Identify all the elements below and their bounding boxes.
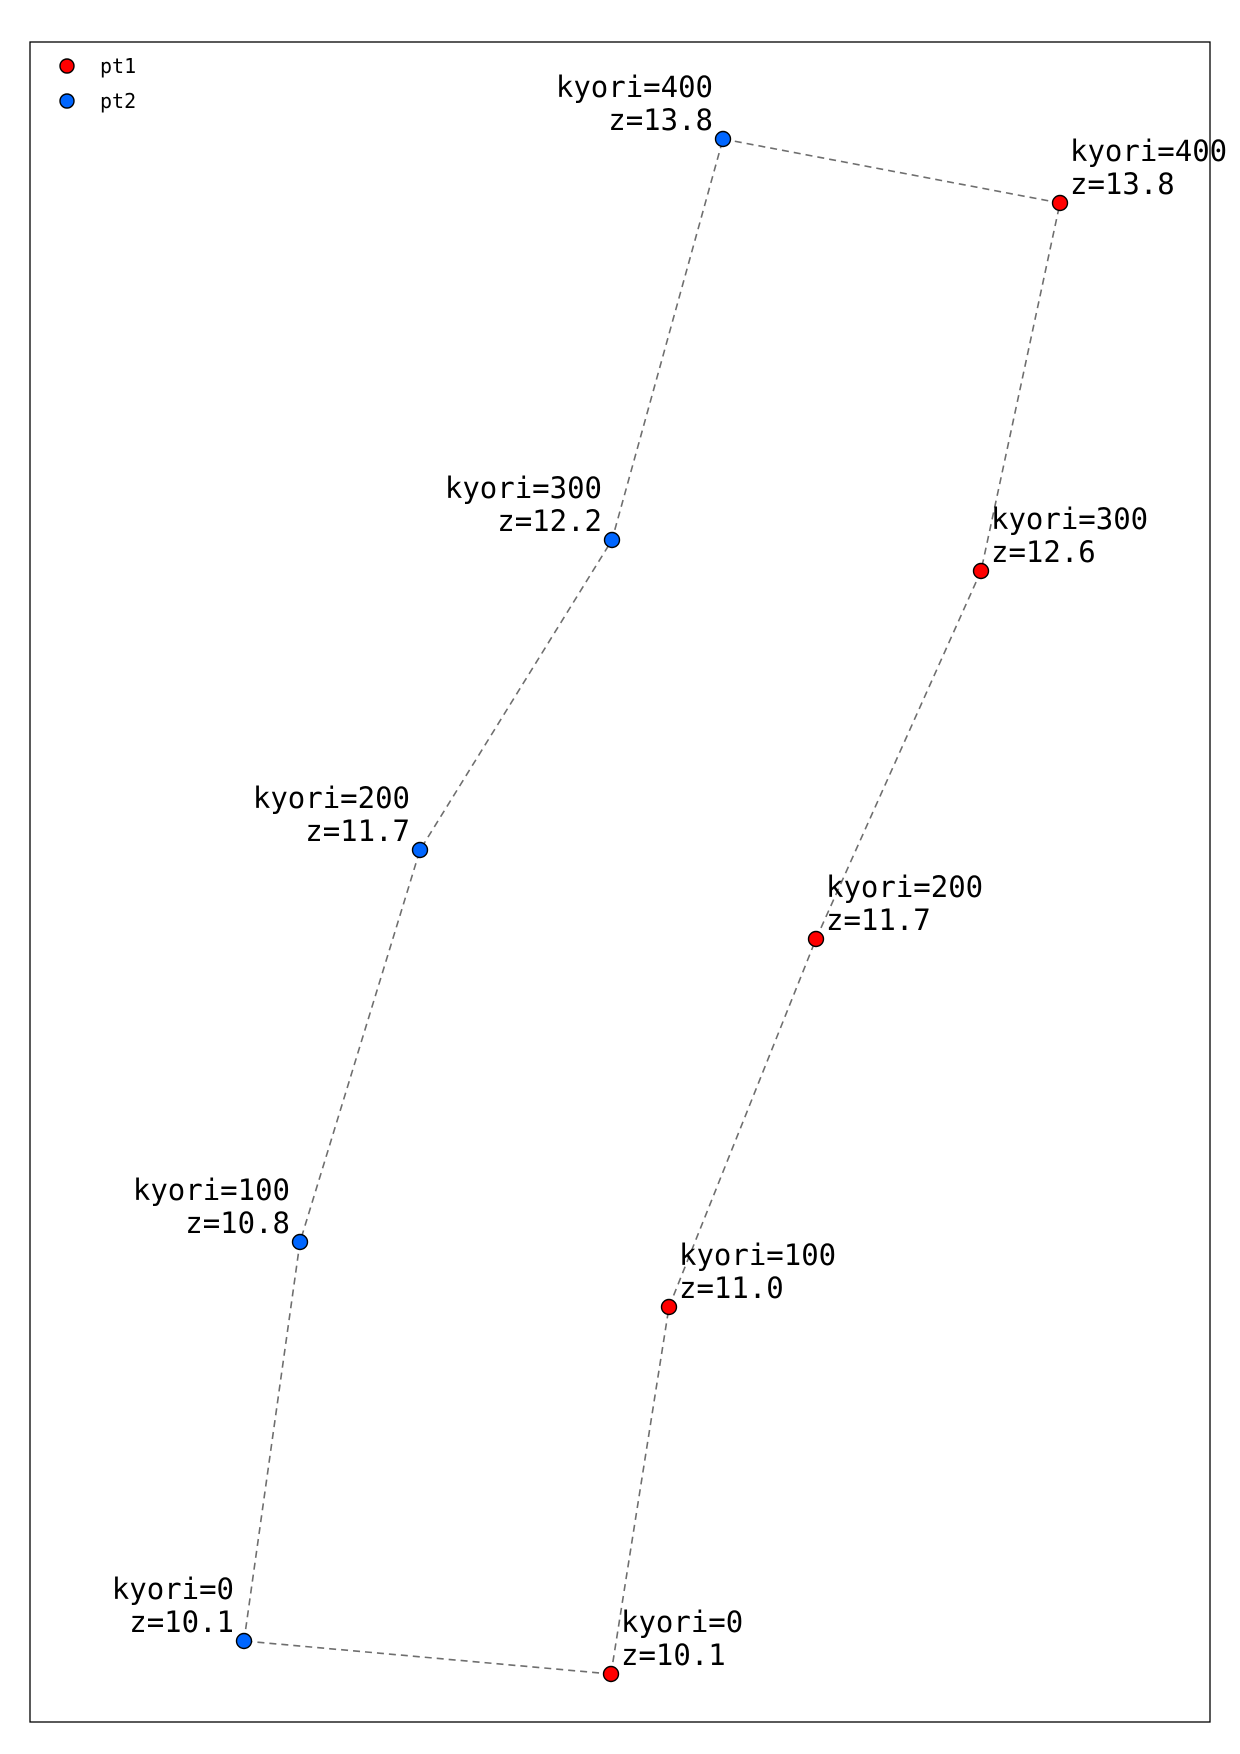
pt2-kyori-label-2: kyori=200 bbox=[253, 781, 410, 815]
pt1-kyori-label-2: kyori=200 bbox=[826, 870, 983, 904]
pt2-point-4 bbox=[714, 130, 732, 148]
plot-frame bbox=[29, 41, 1211, 1723]
pt2-point-1 bbox=[291, 1233, 309, 1251]
pt1-kyori-label-4: kyori=400 bbox=[1070, 134, 1227, 168]
pt2-z-label-3: z=12.2 bbox=[497, 504, 602, 538]
pt2-z-label-1: z=10.8 bbox=[185, 1206, 290, 1240]
pt1-z-label-0: z=10.1 bbox=[621, 1638, 726, 1672]
pt1-kyori-label-3: kyori=300 bbox=[991, 502, 1148, 536]
point-labels: kyori=0z=10.1kyori=100z=11.0kyori=200z=1… bbox=[112, 70, 1227, 1672]
pt2-point-3 bbox=[603, 531, 621, 549]
legend-marker-pt2 bbox=[59, 93, 75, 109]
pt1-z-label-2: z=11.7 bbox=[826, 903, 931, 937]
pt2-kyori-label-1: kyori=100 bbox=[133, 1173, 290, 1207]
pt1-z-label-1: z=11.0 bbox=[679, 1271, 784, 1305]
pt2-z-label-2: z=11.7 bbox=[305, 814, 410, 848]
legend-item-pt2: pt2 bbox=[59, 89, 136, 113]
pt2-point-0 bbox=[235, 1632, 253, 1650]
legend-label-pt1: pt1 bbox=[100, 54, 136, 78]
pt2-kyori-label-3: kyori=300 bbox=[445, 471, 602, 505]
pt2-kyori-label-0: kyori=0 bbox=[112, 1572, 234, 1606]
legend-item-pt1: pt1 bbox=[59, 54, 136, 78]
cross-link-kyori-0 bbox=[243, 1640, 612, 1675]
pt1-point-0 bbox=[602, 1665, 620, 1683]
pt1-point-3 bbox=[972, 562, 990, 580]
pt1-kyori-label-0: kyori=0 bbox=[621, 1605, 743, 1639]
link-pt1 bbox=[610, 202, 1061, 1675]
legend-marker-pt1 bbox=[59, 58, 75, 74]
pt1-z-label-4: z=13.8 bbox=[1070, 167, 1175, 201]
pt2-point-2 bbox=[411, 841, 429, 859]
dashed-links bbox=[243, 138, 1061, 1675]
points bbox=[235, 130, 1069, 1683]
pt2-z-label-4: z=13.8 bbox=[608, 103, 713, 137]
pt1-point-4 bbox=[1051, 194, 1069, 212]
legend-label-pt2: pt2 bbox=[100, 89, 136, 113]
link-pt2 bbox=[243, 138, 724, 1642]
pt1-z-label-3: z=12.6 bbox=[991, 535, 1096, 569]
pt1-point-1 bbox=[660, 1298, 678, 1316]
cross-link-kyori-400 bbox=[722, 138, 1061, 204]
pt1-point-2 bbox=[807, 930, 825, 948]
pt2-z-label-0: z=10.1 bbox=[129, 1605, 234, 1639]
legend: pt1 pt2 bbox=[59, 54, 136, 113]
pt2-kyori-label-4: kyori=400 bbox=[556, 70, 713, 104]
pt1-kyori-label-1: kyori=100 bbox=[679, 1238, 836, 1272]
